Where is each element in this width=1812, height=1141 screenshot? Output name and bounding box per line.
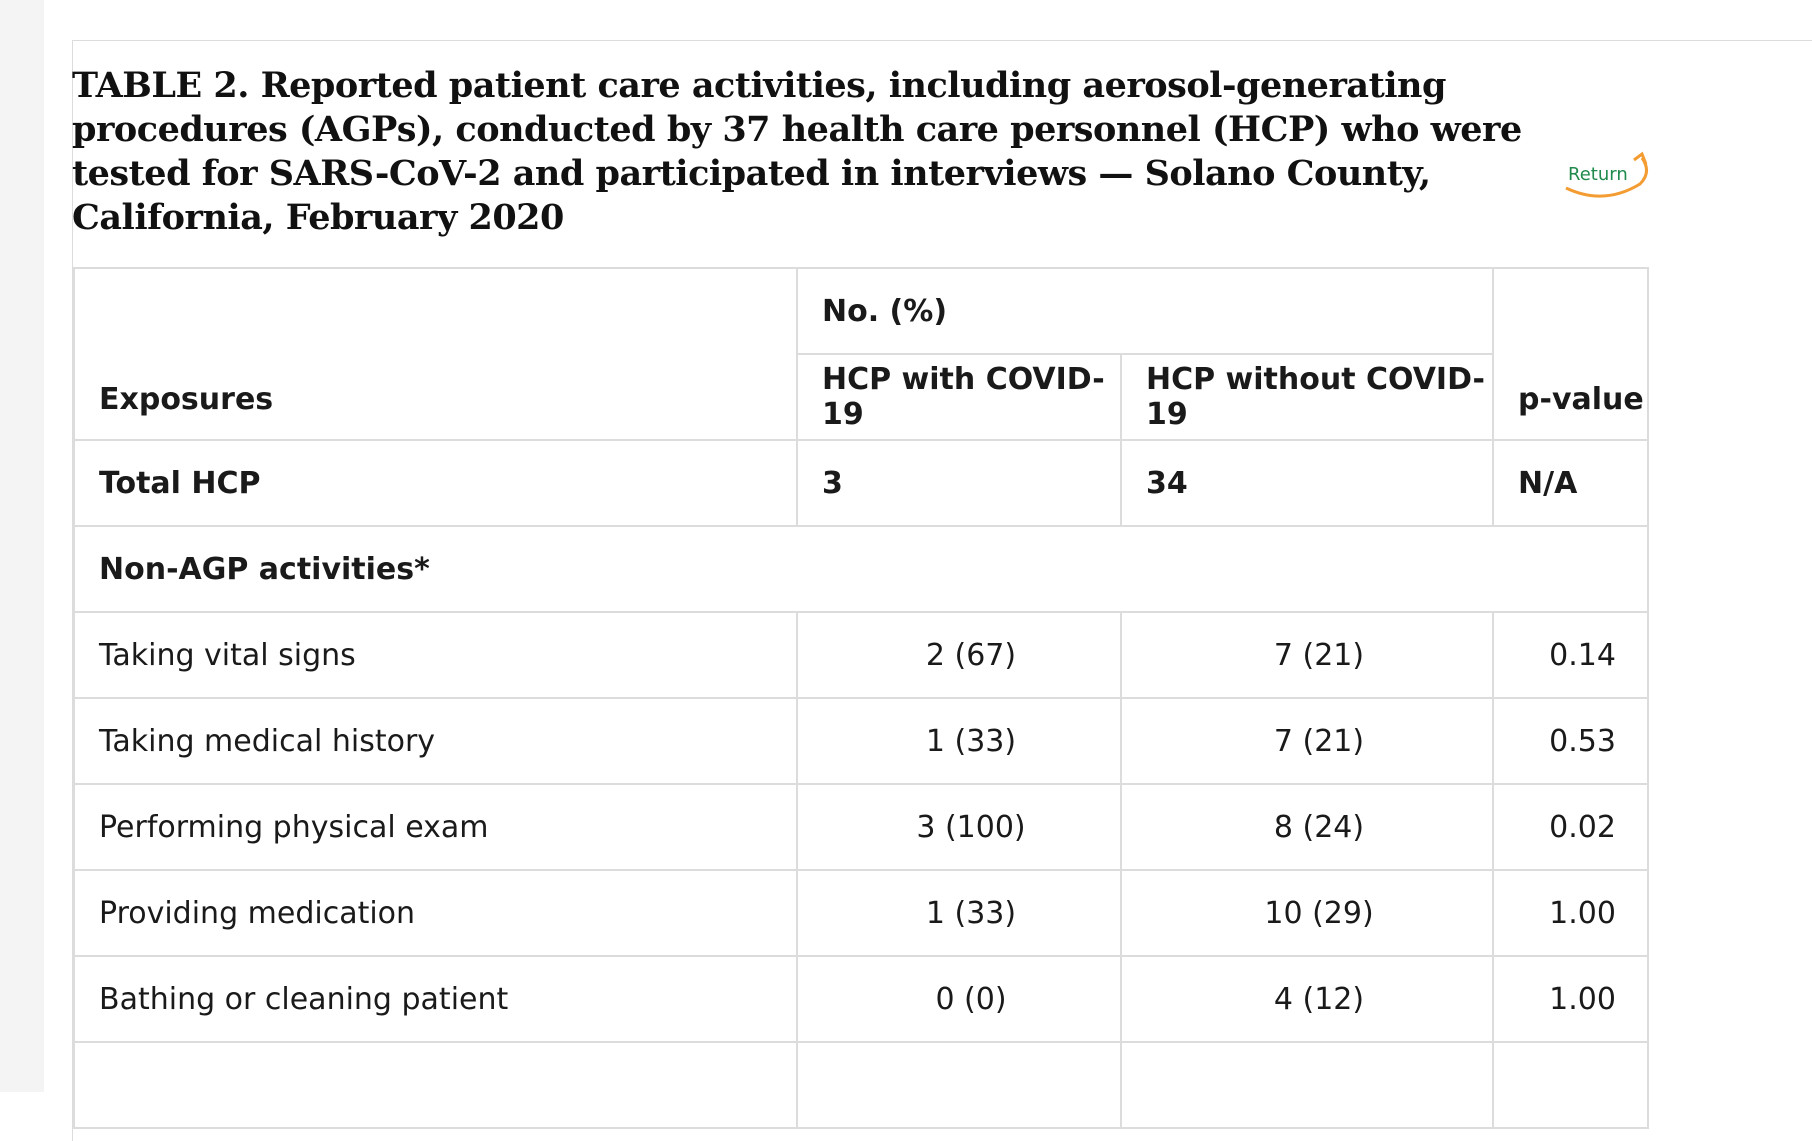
table-row: Bathing or cleaning patient 0 (0) 4 (12)… (73, 955, 1650, 1043)
col-header-with-covid: HCP with COVID-19 (796, 353, 1122, 441)
row-label: Bathing or cleaning patient (73, 955, 798, 1043)
cell-with (796, 1041, 1122, 1129)
cell-without: 10 (29) (1119, 869, 1495, 957)
col-header-without-covid: HCP without COVID-19 (1119, 353, 1495, 441)
total-row: Total HCP 3 34 N/A (73, 439, 1650, 527)
row-label: Providing medication (73, 869, 798, 957)
table-row: Taking vital signs 2 (67) 7 (21) 0.14 (73, 611, 1650, 699)
cell-p: 1.00 (1492, 955, 1650, 1043)
cell-with: 3 (100) (796, 783, 1122, 871)
table-row-partial (73, 1041, 1650, 1129)
cell-p (1492, 1041, 1650, 1129)
table-row: Performing physical exam 3 (100) 8 (24) … (73, 783, 1650, 871)
cell-with: 1 (33) (796, 697, 1122, 785)
table-row: Taking medical history 1 (33) 7 (21) 0.5… (73, 697, 1650, 785)
return-arrow-icon (1565, 151, 1648, 198)
cell-with: 1 (33) (796, 869, 1122, 957)
cell-without (1119, 1041, 1495, 1129)
col-header-p-value: p-value (1492, 267, 1650, 441)
content-frame (72, 40, 1812, 1141)
cell-without: 7 (21) (1119, 611, 1495, 699)
col-header-exposures: Exposures (73, 267, 798, 441)
section-row: Non-AGP activities* (72, 525, 1650, 613)
left-gutter (0, 0, 44, 1092)
cell-with: 0 (0) (796, 955, 1122, 1043)
data-table: Exposures No. (%) p-value HCP with COVID… (72, 267, 1650, 1129)
row-label: Taking medical history (73, 697, 798, 785)
cell-p: 0.53 (1492, 697, 1650, 785)
cell-p: 0.02 (1492, 783, 1650, 871)
header-row-columns: HCP with COVID-19 HCP without COVID-19 (74, 353, 1648, 441)
table-row: Providing medication 1 (33) 10 (29) 1.00 (73, 869, 1650, 957)
cell-p: 0.14 (1492, 611, 1650, 699)
table-caption: TABLE 2. Reported patient care activitie… (72, 65, 1522, 238)
row-label (73, 1041, 798, 1129)
row-label: Taking vital signs (73, 611, 798, 699)
return-link[interactable]: Return (1560, 150, 1652, 202)
col-header-group: No. (%) (795, 267, 1495, 355)
total-p: N/A (1492, 439, 1650, 527)
total-with: 3 (796, 439, 1122, 527)
cell-with: 2 (67) (796, 611, 1122, 699)
cell-without: 8 (24) (1119, 783, 1495, 871)
row-label: Performing physical exam (73, 783, 798, 871)
cell-p: 1.00 (1492, 869, 1650, 957)
total-without: 34 (1119, 439, 1495, 527)
cell-without: 7 (21) (1119, 697, 1495, 785)
header-row-group: Exposures No. (%) p-value (73, 267, 1650, 441)
total-label: Total HCP (73, 439, 798, 527)
return-label: Return (1568, 164, 1628, 185)
cell-without: 4 (12) (1119, 955, 1495, 1043)
section-label: Non-AGP activities* (72, 525, 1650, 613)
